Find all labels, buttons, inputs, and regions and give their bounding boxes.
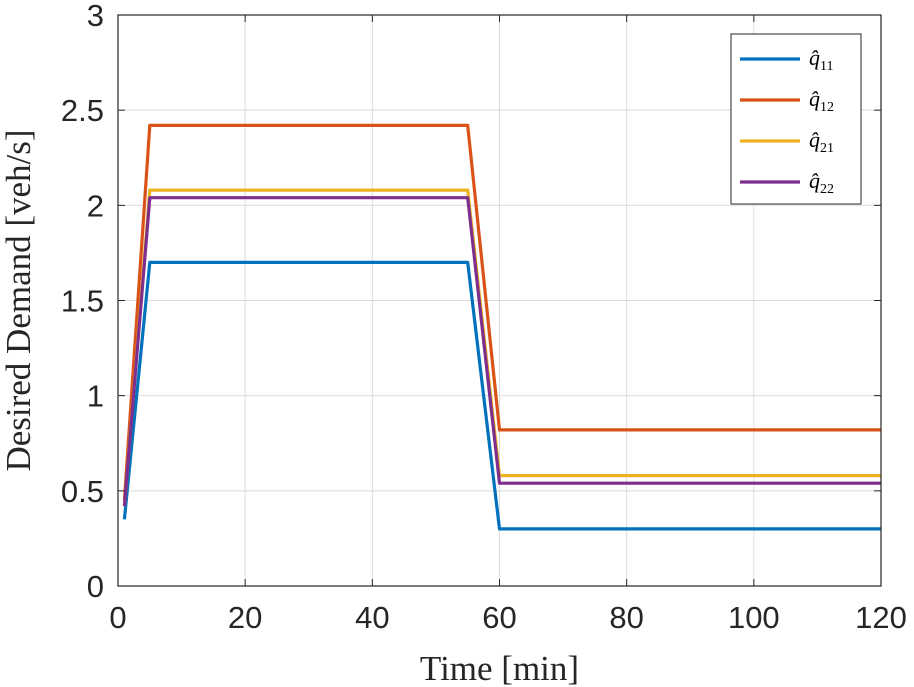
y-tick-label: 0 bbox=[87, 569, 104, 604]
x-tick-label: 40 bbox=[355, 600, 389, 635]
x-axis-label: Time [min] bbox=[420, 649, 579, 687]
y-axis-label: Desired Demand [veh/s] bbox=[0, 129, 38, 471]
y-tick-label: 0.5 bbox=[61, 474, 104, 509]
y-tick-label: 1 bbox=[87, 379, 104, 414]
series-lines bbox=[122, 123, 881, 531]
y-tick-label: 1.5 bbox=[61, 284, 104, 319]
x-tick-label: 20 bbox=[228, 600, 262, 635]
axis-ticks: 0 20 40 60 80 100 120 0 0.5 1 1.5 2 2.5 3 bbox=[61, 0, 907, 635]
legend-label-11: q̂11 bbox=[809, 45, 833, 74]
y-tick-label: 3 bbox=[87, 0, 104, 33]
legend-label-12: q̂12 bbox=[809, 86, 834, 115]
x-tick-label: 120 bbox=[855, 600, 907, 635]
series-line-12 bbox=[122, 123, 881, 501]
series-line-22 bbox=[122, 196, 881, 507]
y-tick-label: 2.5 bbox=[61, 93, 104, 128]
x-tick-label: 80 bbox=[609, 600, 643, 635]
series-line-11 bbox=[122, 260, 881, 531]
legend-label-22: q̂22 bbox=[809, 168, 834, 197]
legend-label-21: q̂21 bbox=[809, 127, 834, 156]
x-tick-label: 0 bbox=[109, 600, 126, 635]
y-tick-label: 2 bbox=[87, 188, 104, 223]
legend-box bbox=[730, 33, 862, 205]
x-tick-label: 100 bbox=[728, 600, 780, 635]
x-tick-label: 60 bbox=[482, 600, 516, 635]
legend: q̂11 q̂12 q̂21 q̂22 bbox=[730, 33, 862, 205]
